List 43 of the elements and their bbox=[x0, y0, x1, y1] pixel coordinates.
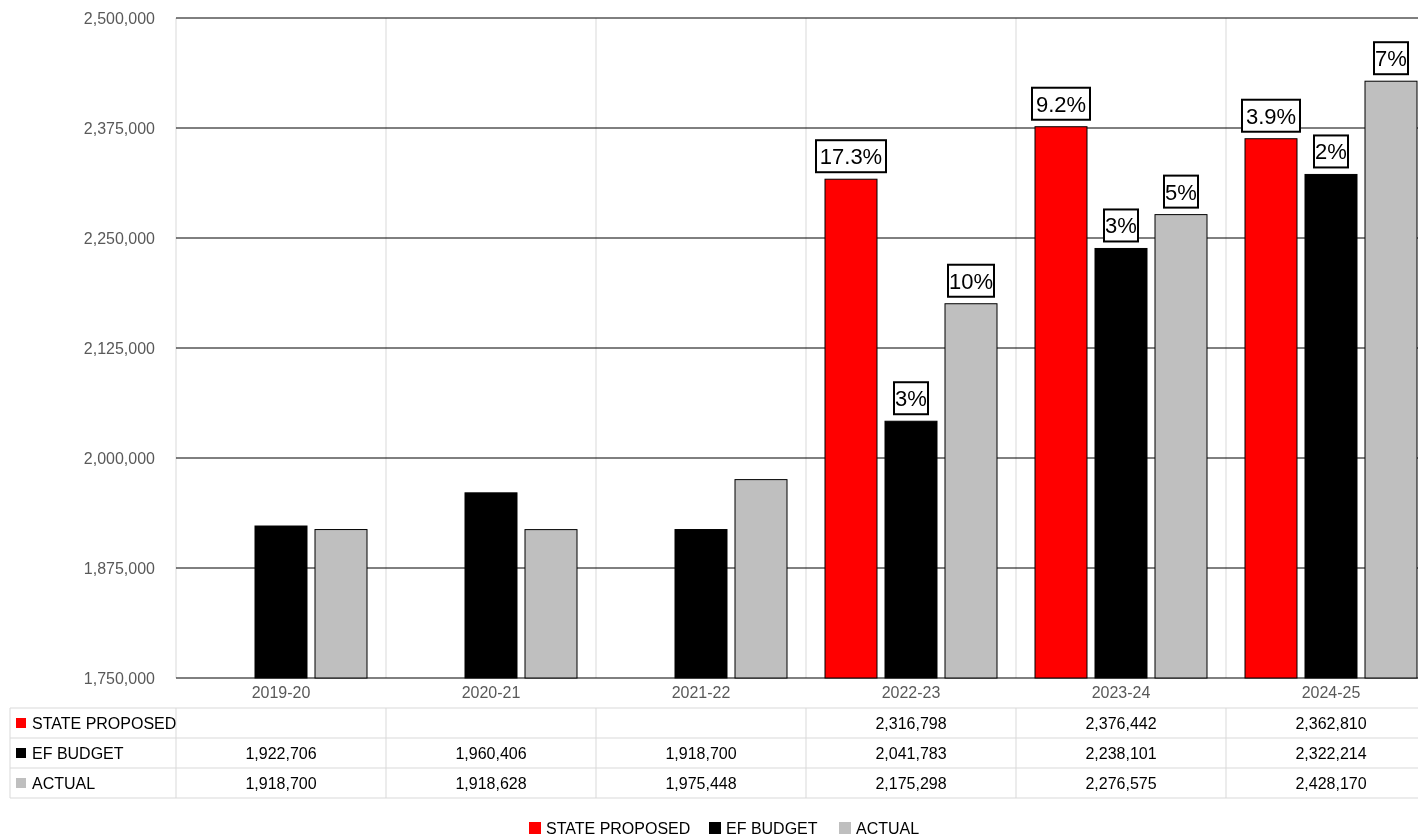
y-tick-label: 2,375,000 bbox=[83, 120, 156, 137]
annotation: 9.2% bbox=[1035, 91, 1087, 117]
annotation: 7% bbox=[1375, 46, 1407, 72]
legend-label: STATE PROPOSED bbox=[546, 820, 691, 837]
data-label: 1,918,628 bbox=[455, 775, 527, 792]
data-label: 2,238,101 bbox=[1085, 745, 1157, 762]
annotation: 5% bbox=[1165, 179, 1197, 205]
data-label: 1,975,448 bbox=[665, 775, 737, 792]
data-label: 1,960,406 bbox=[455, 745, 527, 762]
x-tick-label: 2020-21 bbox=[461, 684, 521, 701]
x-tick-label: 2022-23 bbox=[881, 684, 941, 701]
data-label: 2,376,442 bbox=[1085, 715, 1157, 732]
data-label: 2,322,214 bbox=[1295, 745, 1367, 762]
data-label: 1,918,700 bbox=[665, 745, 737, 762]
data-label: 1,918,700 bbox=[245, 775, 317, 792]
annotation: 3% bbox=[895, 386, 927, 412]
data-label: 1,922,706 bbox=[245, 745, 317, 762]
text: STATE PROPOSED bbox=[32, 715, 177, 732]
data-label: 2,276,575 bbox=[1085, 775, 1157, 792]
annotation: 17.3% bbox=[819, 144, 883, 170]
x-tick-label: 2021-22 bbox=[671, 684, 731, 701]
legend-label: EF BUDGET bbox=[726, 820, 818, 837]
x-tick-label: 2024-25 bbox=[1301, 684, 1361, 701]
data-label: 2,175,298 bbox=[875, 775, 947, 792]
annotation: 3.9% bbox=[1245, 103, 1297, 129]
y-tick-label: 2,500,000 bbox=[83, 10, 156, 27]
annotation: 3% bbox=[1105, 213, 1137, 239]
y-tick-label: 2,125,000 bbox=[83, 340, 156, 357]
text: EF BUDGET bbox=[32, 745, 124, 762]
data-label: 2,362,810 bbox=[1295, 715, 1367, 732]
annotation: 2% bbox=[1315, 139, 1347, 165]
data-label: 2,428,170 bbox=[1295, 775, 1367, 792]
data-label: 2,316,798 bbox=[875, 715, 947, 732]
x-tick-label: 2019-20 bbox=[251, 684, 311, 701]
text: ACTUAL bbox=[32, 775, 96, 792]
data-label: 2,041,783 bbox=[875, 745, 947, 762]
y-tick-label: 1,875,000 bbox=[83, 560, 156, 577]
legend-label: ACTUAL bbox=[856, 820, 920, 837]
x-tick-label: 2023-24 bbox=[1091, 684, 1151, 701]
annotation: 10% bbox=[948, 268, 994, 294]
y-tick-label: 1,750,000 bbox=[83, 670, 156, 687]
y-tick-label: 2,000,000 bbox=[83, 450, 156, 467]
y-tick-label: 2,250,000 bbox=[83, 230, 156, 247]
